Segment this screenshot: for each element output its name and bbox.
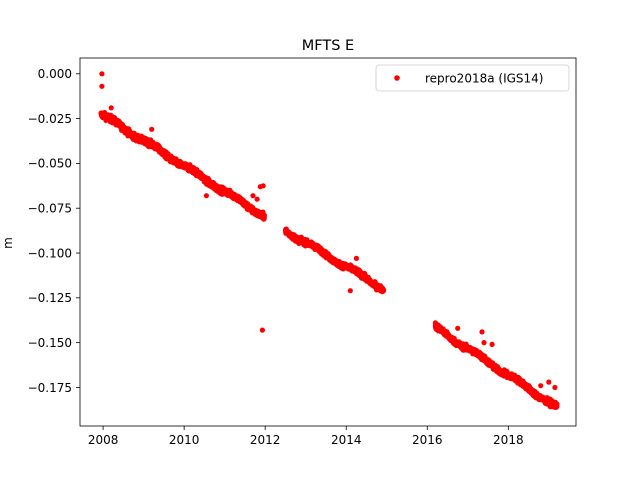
data-point-outlier — [432, 320, 438, 326]
data-point-outlier — [259, 327, 265, 333]
data-point — [554, 401, 560, 407]
x-tick-label: 2018 — [493, 433, 524, 447]
data-point-outlier — [489, 341, 495, 347]
data-point-outlier — [455, 325, 461, 331]
y-tick-label: −0.150 — [28, 336, 72, 350]
data-point-outlier — [99, 71, 105, 77]
data-points — [98, 71, 560, 410]
data-point-outlier — [99, 83, 105, 89]
data-point-outlier — [149, 126, 155, 132]
legend-marker — [394, 75, 400, 81]
chart-title: MFTS E — [302, 38, 354, 54]
y-tick-label: −0.025 — [28, 112, 72, 126]
x-axis-ticks: 2008 2010 2012 2014 2016 2018 — [88, 426, 524, 447]
data-point — [380, 287, 387, 293]
data-point-outlier — [108, 105, 114, 111]
data-point-outlier — [546, 379, 552, 385]
y-tick-label: −0.125 — [28, 291, 72, 305]
data-point-outlier — [479, 329, 485, 335]
data-point-outlier — [538, 383, 544, 389]
data-point-outlier — [254, 196, 260, 202]
data-point-outlier — [353, 255, 359, 261]
data-point-outlier — [481, 340, 487, 346]
data-point-outlier — [203, 193, 209, 199]
y-tick-label: −0.075 — [28, 202, 72, 216]
data-point-outlier — [552, 384, 558, 391]
x-tick-label: 2010 — [169, 433, 200, 447]
y-tick-label: −0.175 — [28, 381, 72, 395]
x-tick-label: 2016 — [412, 433, 443, 447]
y-tick-label: −0.100 — [28, 246, 72, 260]
data-point-outlier — [250, 193, 256, 199]
data-point-outlier — [528, 386, 534, 392]
y-axis-label: m — [1, 237, 15, 249]
x-tick-label: 2014 — [331, 433, 362, 447]
x-tick-label: 2008 — [88, 433, 119, 447]
data-point-outlier — [260, 183, 266, 189]
legend-entry-label: repro2018a (IGS14) — [425, 72, 543, 86]
y-tick-label: 0.000 — [38, 67, 72, 81]
x-tick-label: 2012 — [250, 433, 281, 447]
legend-box — [375, 64, 570, 92]
plot-frame — [79, 57, 577, 427]
legend: repro2018a (IGS14) — [375, 64, 570, 92]
y-tick-label: −0.050 — [28, 157, 72, 171]
data-point — [261, 212, 267, 218]
y-axis-ticks: 0.000 −0.025 −0.050 −0.075 −0.100 −0.125 −0.15… — [28, 67, 80, 395]
data-point-outlier — [347, 288, 353, 294]
